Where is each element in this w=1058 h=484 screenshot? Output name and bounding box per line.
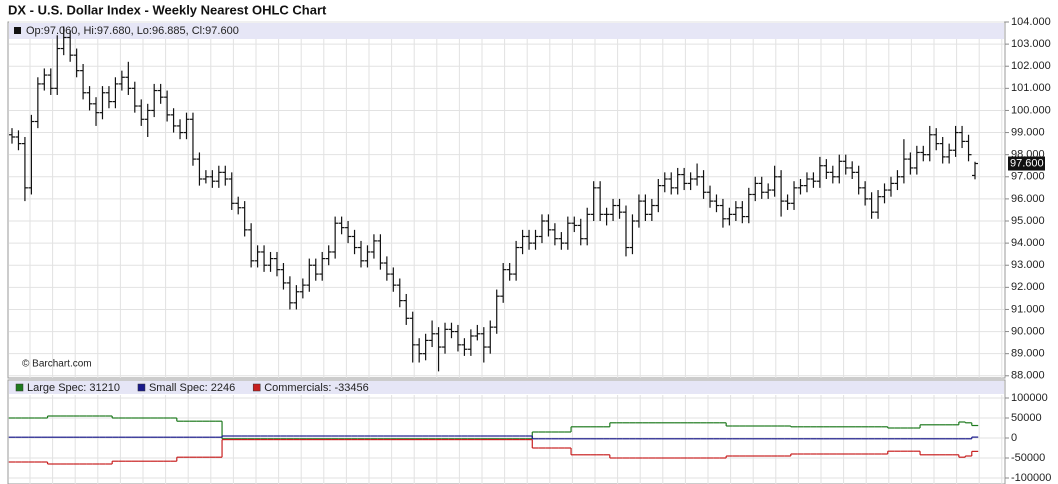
y-tick-label: 103.000	[1011, 38, 1051, 50]
y-tick-label: 91.000	[1011, 303, 1045, 315]
info-text: Op:97.060, Hi:97.680, Lo:96.885, Cl:97.6…	[26, 25, 239, 37]
chart-title: DX - U.S. Dollar Index - Weekly Nearest …	[8, 2, 327, 17]
legend-label: Small Spec: 2246	[149, 382, 235, 394]
y-tick-label: 101.000	[1011, 82, 1051, 94]
y-tick-label: 96.000	[1011, 193, 1045, 205]
legend-swatch	[137, 383, 146, 392]
legend-label: Large Spec: 31210	[27, 382, 120, 394]
y-tick-label: 102.000	[1011, 60, 1051, 72]
price-marker-box	[1008, 156, 1045, 171]
y-tick-label: 95.000	[1011, 215, 1045, 227]
info-swatch	[14, 27, 21, 34]
y-tick-label: 0	[1011, 432, 1017, 444]
y-tick-label: 104.000	[1011, 16, 1051, 28]
y-tick-label: 89.000	[1011, 348, 1045, 360]
y-tick-label: 94.000	[1011, 237, 1045, 249]
y-tick-label: 50000	[1011, 412, 1042, 424]
price-marker-label: 97.600	[1010, 157, 1044, 169]
legend-swatch	[15, 383, 24, 392]
y-tick-label: 93.000	[1011, 259, 1045, 271]
price-panel	[7, 21, 1006, 379]
y-tick-label: 100000	[1011, 392, 1048, 404]
legend-label: Commercials: -33456	[264, 382, 369, 394]
cot-panel	[7, 379, 1006, 484]
info-strip	[9, 23, 1004, 39]
grid	[9, 21, 1004, 484]
legend-swatch	[252, 383, 261, 392]
y-tick-label: 90.000	[1011, 325, 1045, 337]
y-tick-label: 97.000	[1011, 171, 1045, 183]
marks	[8, 26, 979, 465]
y-tick-label: 99.000	[1011, 126, 1045, 138]
y-tick-label: 92.000	[1011, 281, 1045, 293]
y-tick-label: 100.000	[1011, 104, 1051, 116]
y-tick-label: -50000	[1011, 452, 1045, 464]
y-tick-label: 88.000	[1011, 370, 1045, 382]
watermark: © Barchart.com	[22, 359, 92, 370]
y-tick-label: -100000	[1011, 472, 1051, 484]
